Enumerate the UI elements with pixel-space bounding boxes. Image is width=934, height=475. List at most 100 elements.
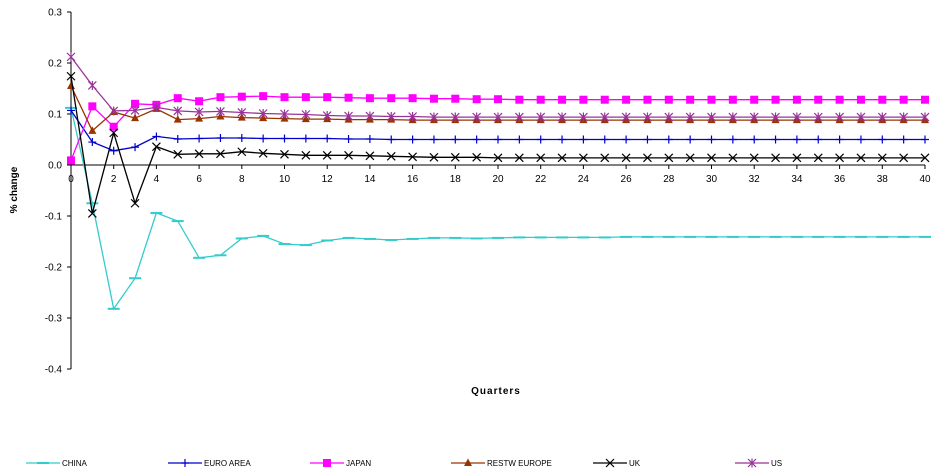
x-tick-label: 0 — [68, 174, 74, 185]
data-point-japan — [622, 95, 631, 104]
data-point-restw-europe — [173, 115, 182, 123]
data-point-restw-europe — [88, 126, 97, 134]
data-point-japan — [472, 95, 481, 104]
data-point-japan — [814, 95, 823, 104]
data-point-euro-area — [536, 135, 545, 144]
y-tick-label: -0.1 — [45, 212, 63, 223]
data-point-euro-area — [259, 134, 268, 143]
data-point-us — [216, 106, 225, 116]
data-point-japan — [109, 122, 118, 131]
data-point-euro-area — [835, 135, 844, 144]
data-point-uk — [130, 198, 140, 208]
data-point-uk — [87, 209, 97, 218]
data-point-japan — [750, 95, 759, 104]
x-tick-label: 38 — [877, 174, 889, 185]
data-point-uk — [621, 153, 631, 163]
data-point-japan — [131, 99, 140, 108]
data-point-us — [66, 52, 76, 62]
series-china — [65, 106, 931, 311]
y-axis-title: % change — [9, 166, 20, 213]
data-point-euro-area — [814, 135, 823, 144]
data-point-us — [685, 112, 695, 122]
data-point-uk — [301, 150, 311, 160]
data-point-japan — [344, 93, 353, 102]
legend-item-uk: UK — [593, 458, 641, 468]
data-point-uk — [600, 153, 610, 163]
data-point-us — [130, 105, 140, 115]
data-point-euro-area — [408, 135, 417, 144]
x-axis-title: Quarters — [471, 386, 521, 397]
data-point-restw-europe — [131, 113, 140, 122]
data-point-us — [707, 112, 716, 122]
legend-label: UK — [629, 459, 641, 468]
data-point-japan — [878, 95, 887, 104]
data-point-us — [280, 109, 289, 119]
data-point-us — [301, 110, 311, 120]
data-point-japan — [259, 92, 268, 101]
data-point-uk — [707, 153, 716, 163]
data-point-japan — [686, 95, 695, 104]
data-point-us — [173, 106, 183, 116]
data-point-japan — [856, 95, 865, 104]
x-tick-label: 14 — [364, 174, 376, 185]
x-tick-label: 2 — [111, 174, 117, 185]
data-point-uk — [899, 153, 909, 163]
data-point-japan — [899, 95, 908, 104]
data-point-japan — [494, 95, 502, 104]
x-tick-label: 8 — [239, 174, 245, 185]
data-point-us — [429, 112, 439, 122]
series-euro-area — [67, 106, 929, 155]
data-point-euro-area — [856, 135, 865, 144]
data-point-uk — [792, 153, 802, 163]
data-point-euro-area — [771, 135, 780, 144]
data-point-japan — [835, 95, 844, 104]
data-point-uk — [365, 151, 375, 161]
data-point-euro-area — [344, 134, 353, 143]
data-point-us — [472, 112, 482, 122]
data-point-us — [920, 112, 930, 122]
data-point-euro-area — [472, 135, 481, 144]
data-point-euro-area — [195, 134, 204, 143]
data-point-japan — [173, 94, 182, 103]
data-point-restw-europe — [67, 81, 75, 89]
data-point-euro-area — [558, 135, 567, 144]
data-point-us — [877, 112, 887, 122]
data-point-euro-area — [622, 135, 631, 144]
data-point-uk — [685, 153, 695, 163]
legend-item-euro-area: EURO AREA — [168, 459, 251, 468]
data-point-uk — [728, 153, 738, 163]
data-point-euro-area — [131, 143, 140, 152]
data-point-us — [408, 112, 418, 122]
data-point-japan — [921, 95, 929, 104]
data-point-uk — [173, 149, 183, 159]
data-point-us — [151, 102, 161, 112]
data-point-euro-area — [494, 135, 502, 144]
data-point-japan — [216, 93, 225, 102]
data-point-us — [365, 111, 375, 121]
legend-item-us: US — [735, 458, 782, 468]
data-point-euro-area — [899, 135, 908, 144]
data-point-us — [749, 112, 759, 122]
axes: -0.4-0.3-0.2-0.10.00.10.20.30 2 4 6 8 10 12 14 1… — [45, 8, 931, 376]
y-tick-label: 0.2 — [48, 59, 62, 70]
data-point-uk — [386, 151, 396, 161]
data-point-us — [493, 112, 503, 122]
x-tick-label: 40 — [919, 174, 931, 185]
data-point-japan — [323, 93, 332, 102]
x-tick-label: 26 — [621, 174, 633, 185]
data-point-euro-area — [515, 135, 524, 144]
series-line-japan — [70, 95, 925, 161]
data-point-uk — [493, 153, 503, 163]
data-point-uk — [749, 153, 759, 163]
data-point-uk — [408, 152, 418, 162]
data-point-japan — [536, 95, 545, 104]
x-tick-label: 6 — [196, 174, 202, 185]
data-point-uk — [472, 152, 482, 162]
data-point-uk — [643, 153, 652, 163]
data-point-euro-area — [600, 135, 609, 144]
data-point-japan — [707, 95, 716, 104]
data-point-uk — [344, 150, 353, 160]
legend-label: US — [771, 459, 782, 468]
x-tick-label: 10 — [279, 174, 291, 185]
data-point-euro-area — [88, 138, 97, 147]
